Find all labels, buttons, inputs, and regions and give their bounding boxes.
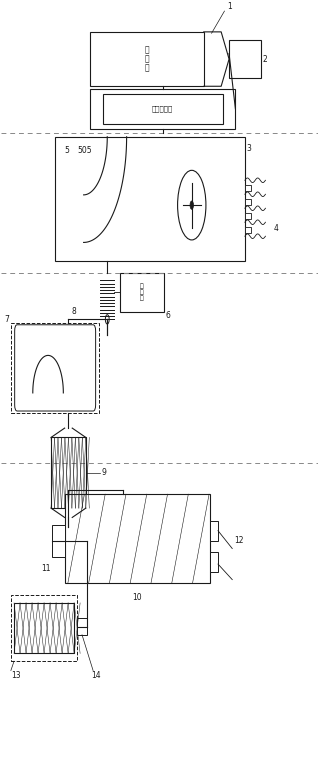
FancyBboxPatch shape <box>90 88 235 129</box>
FancyBboxPatch shape <box>210 521 218 541</box>
FancyBboxPatch shape <box>11 323 100 413</box>
FancyBboxPatch shape <box>11 595 77 661</box>
FancyBboxPatch shape <box>229 40 261 78</box>
FancyBboxPatch shape <box>14 603 74 654</box>
FancyBboxPatch shape <box>52 525 65 557</box>
Text: 4: 4 <box>273 224 278 233</box>
Text: 12: 12 <box>234 536 243 545</box>
Text: 7: 7 <box>4 315 10 324</box>
Text: 14: 14 <box>92 671 101 680</box>
FancyBboxPatch shape <box>51 438 86 508</box>
Circle shape <box>190 201 193 209</box>
FancyBboxPatch shape <box>55 137 245 261</box>
Text: 11: 11 <box>41 564 50 573</box>
FancyBboxPatch shape <box>15 325 96 411</box>
FancyBboxPatch shape <box>65 494 210 583</box>
Text: 1: 1 <box>227 2 232 11</box>
Text: 9: 9 <box>102 468 107 478</box>
FancyBboxPatch shape <box>245 199 251 205</box>
FancyBboxPatch shape <box>245 213 251 219</box>
Text: 水冷燃烧器: 水冷燃烧器 <box>152 106 173 112</box>
Text: 3: 3 <box>247 144 251 153</box>
Text: 5: 5 <box>65 146 70 155</box>
FancyBboxPatch shape <box>103 94 223 124</box>
Text: 505: 505 <box>77 146 92 155</box>
Circle shape <box>105 315 109 324</box>
FancyBboxPatch shape <box>77 619 87 635</box>
FancyBboxPatch shape <box>245 227 251 233</box>
Text: 13: 13 <box>11 671 20 680</box>
FancyBboxPatch shape <box>120 272 164 312</box>
Text: 8: 8 <box>71 307 76 316</box>
FancyBboxPatch shape <box>245 185 251 191</box>
FancyBboxPatch shape <box>90 32 204 86</box>
Text: 6: 6 <box>166 311 171 320</box>
Text: 2: 2 <box>262 55 267 63</box>
FancyBboxPatch shape <box>210 553 218 572</box>
Text: 温
控
箱: 温 控 箱 <box>140 283 144 301</box>
Text: 10: 10 <box>133 593 142 602</box>
Text: 燃
料
仓: 燃 料 仓 <box>145 45 149 73</box>
